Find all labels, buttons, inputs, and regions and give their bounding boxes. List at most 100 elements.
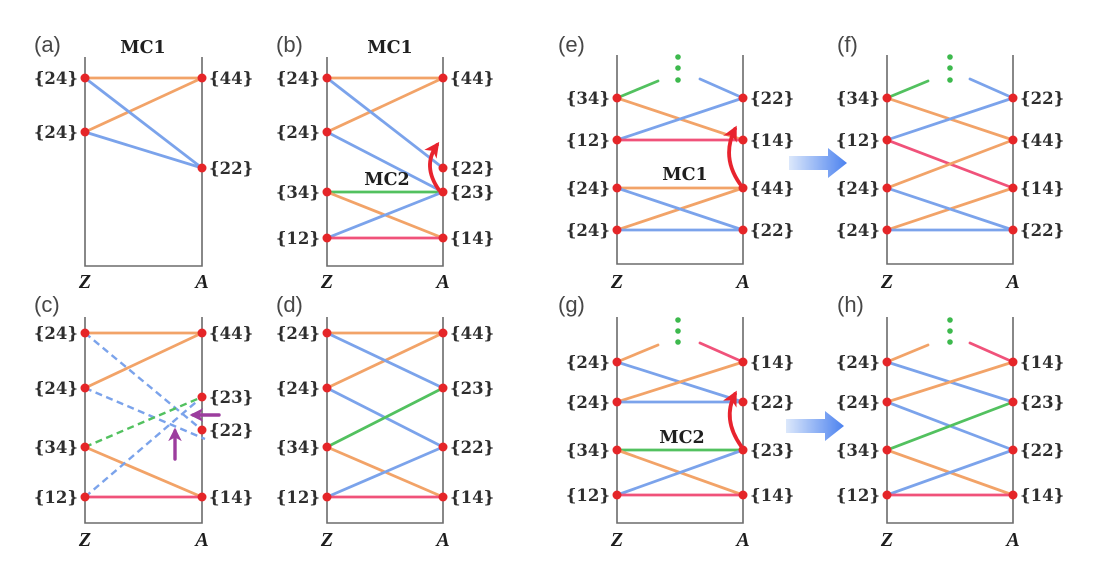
axis-label-a: A	[193, 271, 208, 293]
node-label-left-3: {12}	[34, 488, 78, 507]
node-dot-right-1	[197, 163, 207, 173]
node-dot-right-1	[738, 135, 748, 145]
node-dot-right-2	[197, 425, 207, 435]
ellipsis-dot	[675, 339, 681, 345]
node-dot-left-2	[322, 187, 332, 197]
node-dot-left-0	[322, 73, 332, 83]
edge-blue-dashed	[84, 396, 203, 498]
axis-label-a: A	[193, 529, 208, 551]
ellipsis-dot	[675, 54, 681, 60]
node-label-left-2: {34}	[276, 438, 320, 457]
node-label-left-3: {12}	[276, 488, 320, 507]
node-dot-left-0	[322, 328, 332, 338]
axis-label-z: Z	[320, 529, 333, 551]
node-dot-right-3	[438, 492, 448, 502]
edge-blue	[326, 331, 444, 390]
node-label-left-0: {24}	[34, 69, 78, 88]
edge-green	[326, 386, 444, 449]
node-dot-left-0	[882, 93, 892, 103]
node-dot-left-0	[80, 73, 90, 83]
mc-label: MC1	[367, 38, 412, 58]
panel-d: {24} {24} {34} {12} {44} {23} {22} {14} (d) Z A	[276, 292, 494, 551]
node-label-right-0: {14}	[1020, 353, 1064, 372]
node-dot-left-2	[80, 442, 90, 452]
edge-orange	[84, 445, 203, 499]
axes-frame	[326, 57, 444, 267]
node-dot-left-0	[612, 357, 622, 367]
node-dot-right-2	[1008, 183, 1018, 193]
edge-blue	[616, 186, 744, 232]
node-label-right-0: {22}	[750, 89, 794, 108]
node-dot-left-2	[882, 445, 892, 455]
axes-frame	[326, 317, 444, 524]
node-label-left-0: {24}	[566, 353, 610, 372]
axis-label-a: A	[434, 529, 449, 551]
panel-h: {24} {24} {34} {12} {14} {23} {22} {14} (h) Z A	[836, 292, 1064, 551]
ellipsis-dot	[675, 77, 681, 83]
ellipsis-dot	[947, 317, 953, 323]
node-dot-left-3	[80, 492, 90, 502]
partial-edge-orange	[615, 343, 660, 364]
node-dot-right-3	[1008, 225, 1018, 235]
node-label-right-1: {23}	[1020, 393, 1064, 412]
node-dot-right-0	[197, 73, 207, 83]
node-label-left-2: {34}	[276, 183, 320, 202]
mc-label: MC1	[662, 165, 707, 185]
edge-blue	[886, 186, 1014, 232]
node-label-left-1: {24}	[276, 379, 320, 398]
node-label-right-0: {44}	[450, 324, 494, 343]
axes-frame	[886, 317, 1014, 524]
node-dot-right-0	[438, 73, 448, 83]
panel-letter-e: (e)	[558, 32, 585, 57]
edge-blue	[616, 96, 744, 142]
node-dot-right-0	[738, 93, 748, 103]
edge-orange	[886, 138, 1014, 190]
node-label-left-2: {24}	[566, 179, 610, 198]
node-dot-left-0	[80, 328, 90, 338]
edge-orange	[616, 360, 744, 404]
node-label-right-2: {22}	[450, 438, 494, 457]
axis-label-z: Z	[78, 271, 91, 293]
node-label-right-1: {22}	[209, 159, 253, 178]
edge-blue	[84, 130, 203, 170]
node-label-left-1: {24}	[276, 123, 320, 142]
transition-arrow-2	[786, 411, 844, 441]
node-label-right-3: {14}	[450, 488, 494, 507]
node-dot-left-1	[882, 135, 892, 145]
mc-label: MC2	[659, 428, 704, 448]
edge-blue	[84, 76, 203, 170]
node-dot-left-2	[612, 183, 622, 193]
panel-f: {34} {12} {24} {24} {22} {44} {14} {22} (f) Z A	[836, 32, 1064, 293]
ellipsis-dot	[947, 339, 953, 345]
axes-frame	[886, 55, 1014, 265]
node-dot-right-2	[738, 183, 748, 193]
node-label-right-0: {14}	[750, 353, 794, 372]
panel-letter-b: (b)	[276, 32, 303, 57]
ellipsis-dot	[675, 317, 681, 323]
partial-edge-green	[885, 79, 930, 100]
node-dot-right-1	[438, 163, 448, 173]
edge-blue	[886, 448, 1014, 497]
ellipsis-dot	[947, 77, 953, 83]
axis-label-a: A	[1004, 529, 1019, 551]
panel-letter-a: (a)	[34, 32, 61, 57]
panel-e: {34} {12} {24} {24} {22} {14} {44} {22} MC1 (e) Z A	[558, 32, 794, 293]
node-dot-left-2	[882, 183, 892, 193]
node-dot-left-1	[80, 127, 90, 137]
node-dot-left-1	[322, 383, 332, 393]
axis-label-z: Z	[78, 529, 91, 551]
axes-frame	[616, 55, 744, 265]
node-label-right-0: {44}	[209, 69, 253, 88]
panel-c: {24} {24} {34} {12} {44} {23} {22} {14} (c) Z A	[34, 292, 253, 551]
axis-label-z: Z	[610, 529, 623, 551]
partial-edge-green	[615, 79, 660, 100]
node-label-left-1: {24}	[566, 393, 610, 412]
transition-arrow-1	[789, 148, 847, 178]
ellipsis-dot	[947, 65, 953, 71]
node-label-left-1: {12}	[836, 131, 880, 150]
node-label-right-1: {44}	[1020, 131, 1064, 150]
edge-orange	[886, 360, 1014, 404]
node-label-left-2: {34}	[34, 438, 78, 457]
